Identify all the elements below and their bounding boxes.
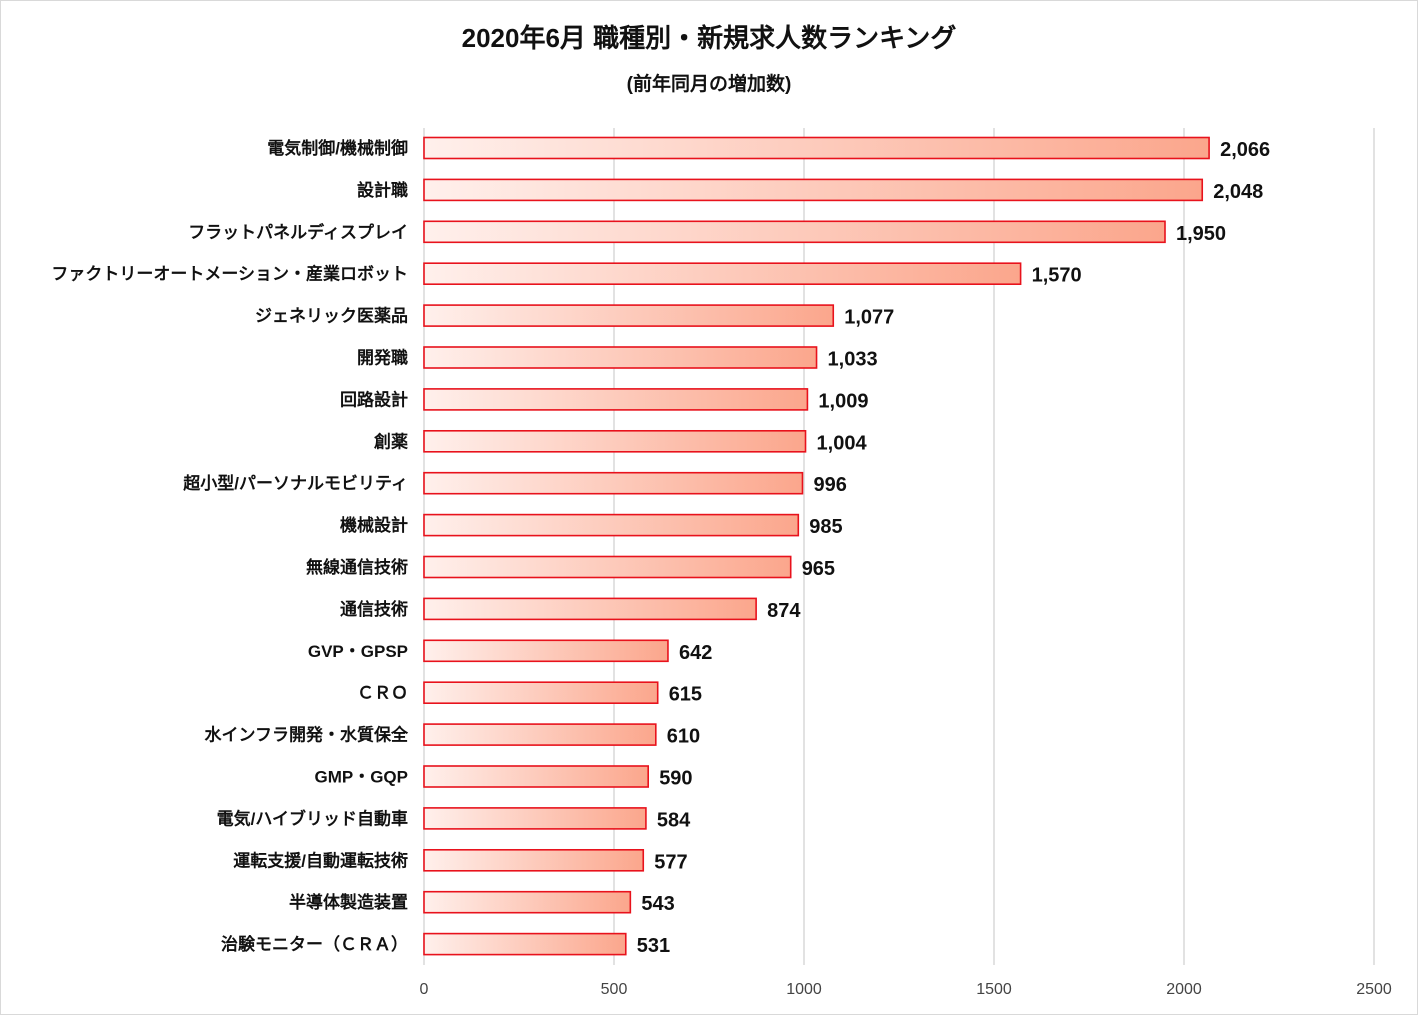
- bar[interactable]: [423, 178, 1204, 202]
- bar[interactable]: [423, 262, 1022, 286]
- bar[interactable]: [423, 388, 809, 411]
- value-label: 531: [637, 935, 670, 957]
- chart-title: 2020年6月 職種別・新規求人数ランキング: [462, 23, 957, 53]
- category-label: 電気制御/機械制御: [267, 138, 408, 158]
- x-tick-label: 0: [420, 981, 429, 998]
- bar[interactable]: [423, 136, 1210, 160]
- value-label: 1,077: [844, 307, 894, 329]
- gridlines: [423, 128, 1375, 965]
- category-label: 回路設計: [340, 389, 408, 409]
- category-label: 無線通信技術: [306, 557, 408, 577]
- value-label: 985: [809, 516, 842, 538]
- x-tick-label: 2000: [1166, 981, 1202, 998]
- x-tick-label: 2500: [1356, 981, 1392, 998]
- category-label: ＣＲＯ: [357, 684, 408, 703]
- x-tick-label: 1500: [976, 981, 1012, 998]
- bar[interactable]: [423, 597, 757, 621]
- value-label: 1,033: [828, 349, 878, 371]
- value-label: 642: [679, 642, 712, 664]
- value-label: 996: [813, 474, 846, 496]
- bars: [423, 136, 1210, 956]
- category-label: ファクトリーオートメーション・産業ロボット: [51, 264, 408, 284]
- value-label: 1,009: [818, 390, 868, 412]
- category-label: 開発職: [357, 348, 408, 368]
- bar[interactable]: [423, 471, 804, 495]
- category-label: GMP・GQP: [314, 768, 408, 787]
- category-label: 水インフラ開発・水質保全: [205, 725, 409, 745]
- category-label: 治験モニター（ＣＲＡ）: [221, 934, 408, 954]
- value-label: 874: [767, 600, 801, 622]
- value-label: 2,066: [1220, 139, 1270, 161]
- value-label: 1,570: [1032, 265, 1082, 287]
- bar[interactable]: [423, 681, 659, 705]
- value-label: 1,004: [817, 432, 868, 454]
- category-label: 超小型/パーソナルモビリティ: [183, 473, 408, 493]
- x-tick-label: 1000: [786, 981, 822, 998]
- value-label: 577: [654, 851, 687, 873]
- value-label: 1,950: [1176, 223, 1226, 245]
- value-label: 2,048: [1213, 181, 1263, 203]
- bar[interactable]: [423, 723, 657, 746]
- value-label: 965: [802, 558, 835, 580]
- bar[interactable]: [423, 429, 807, 453]
- bar[interactable]: [423, 346, 818, 369]
- bar[interactable]: [423, 848, 645, 872]
- bar[interactable]: [423, 304, 835, 327]
- x-tick-label: 500: [601, 981, 628, 998]
- bar[interactable]: [423, 765, 649, 788]
- bar[interactable]: [423, 513, 800, 537]
- category-label: 機械設計: [340, 515, 408, 535]
- category-labels: 電気制御/機械制御設計職フラットパネルディスプレイファクトリーオートメーション・…: [51, 138, 409, 954]
- chart-subtitle: (前年同月の増加数): [627, 72, 792, 95]
- x-axis-tick-labels: 0 500 1000 1500 2000 2500: [420, 981, 1392, 998]
- category-label: 通信技術: [340, 599, 408, 619]
- category-label: ジェネリック医薬品: [255, 307, 408, 326]
- value-label: 615: [669, 684, 702, 706]
- bar[interactable]: [423, 890, 632, 914]
- value-label: 610: [667, 726, 700, 748]
- bar[interactable]: [423, 639, 669, 663]
- category-label: 半導体製造装置: [289, 892, 408, 912]
- value-label: 543: [641, 893, 674, 915]
- category-label: GVP・GPSP: [308, 642, 408, 661]
- category-label: フラットパネルディスプレイ: [188, 222, 408, 242]
- bar[interactable]: [423, 555, 792, 579]
- category-label: 電気/ハイブリッド自動車: [217, 808, 408, 828]
- category-label: 運転支援/自動運転技術: [233, 850, 408, 870]
- value-label: 584: [657, 809, 691, 831]
- category-label: 創薬: [373, 431, 408, 451]
- bar[interactable]: [423, 807, 647, 830]
- value-label: 590: [659, 768, 692, 790]
- category-label: 設計職: [357, 180, 408, 200]
- bar[interactable]: [423, 932, 627, 956]
- value-labels: 2,066 2,048 1,950 1,570 1,077 1,033 1,009 1,004…: [637, 139, 1270, 957]
- bar[interactable]: [423, 220, 1166, 244]
